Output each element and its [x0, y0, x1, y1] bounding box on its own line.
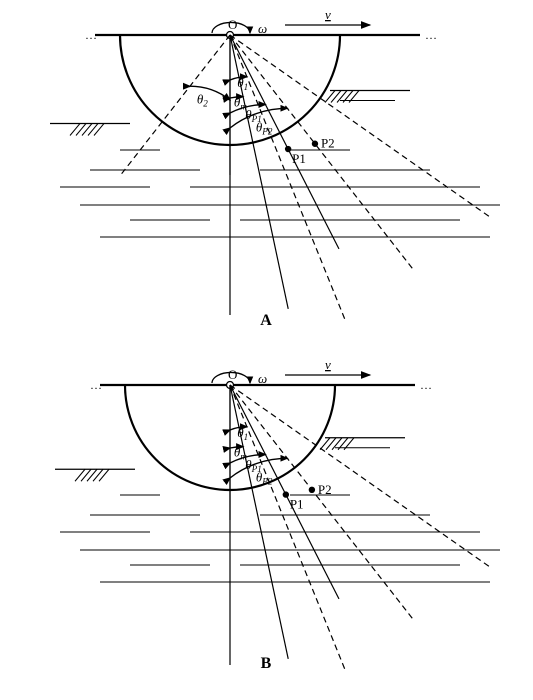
soil-hatch-left [55, 469, 135, 481]
origin-label: O [228, 17, 237, 32]
point-P1 [285, 146, 291, 152]
panel-label-A: A [260, 312, 272, 329]
svg-text:…: … [425, 28, 437, 42]
svg-text:…: … [85, 28, 97, 42]
P1-label: P1 [292, 151, 306, 166]
svg-text:…: … [420, 378, 432, 392]
point-P2 [312, 141, 318, 147]
diagram-svg: ……Oωvθ2θ1θmθP1θP2P1P2A……Oωvθ1θmθP1θP2P1P… [0, 0, 533, 700]
panel-A: ……Oωvθ2θ1θmθP1θP2P1P2A [50, 7, 500, 329]
theta-label: θP2 [256, 120, 273, 137]
velocity-label: v [325, 357, 331, 372]
theta-label: θ1 [237, 75, 248, 92]
theta-label: θ1 [237, 425, 248, 442]
soil-hatch-left [50, 124, 130, 136]
panel-B: ……Oωvθ1θmθP1θP2P1P2B [55, 357, 500, 672]
soil-hatch-right [320, 438, 405, 450]
soil-hatch-right [325, 91, 410, 103]
panel-label-B: B [261, 655, 272, 672]
theta-label: θP2 [256, 470, 273, 487]
omega-label: ω [258, 371, 267, 386]
figure: ……Oωvθ2θ1θmθP1θP2P1P2A……Oωvθ1θmθP1θP2P1P… [0, 0, 533, 700]
point-P1 [283, 491, 289, 497]
svg-text:…: … [90, 378, 102, 392]
origin-label: O [228, 367, 237, 382]
theta-label: θ2 [197, 92, 208, 109]
P1-label: P1 [290, 497, 304, 512]
soil-strata [60, 150, 500, 237]
omega-label: ω [258, 21, 267, 36]
point-P2 [309, 487, 315, 493]
velocity-label: v [325, 7, 331, 22]
P2-label: P2 [321, 136, 335, 151]
P2-label: P2 [318, 482, 332, 497]
